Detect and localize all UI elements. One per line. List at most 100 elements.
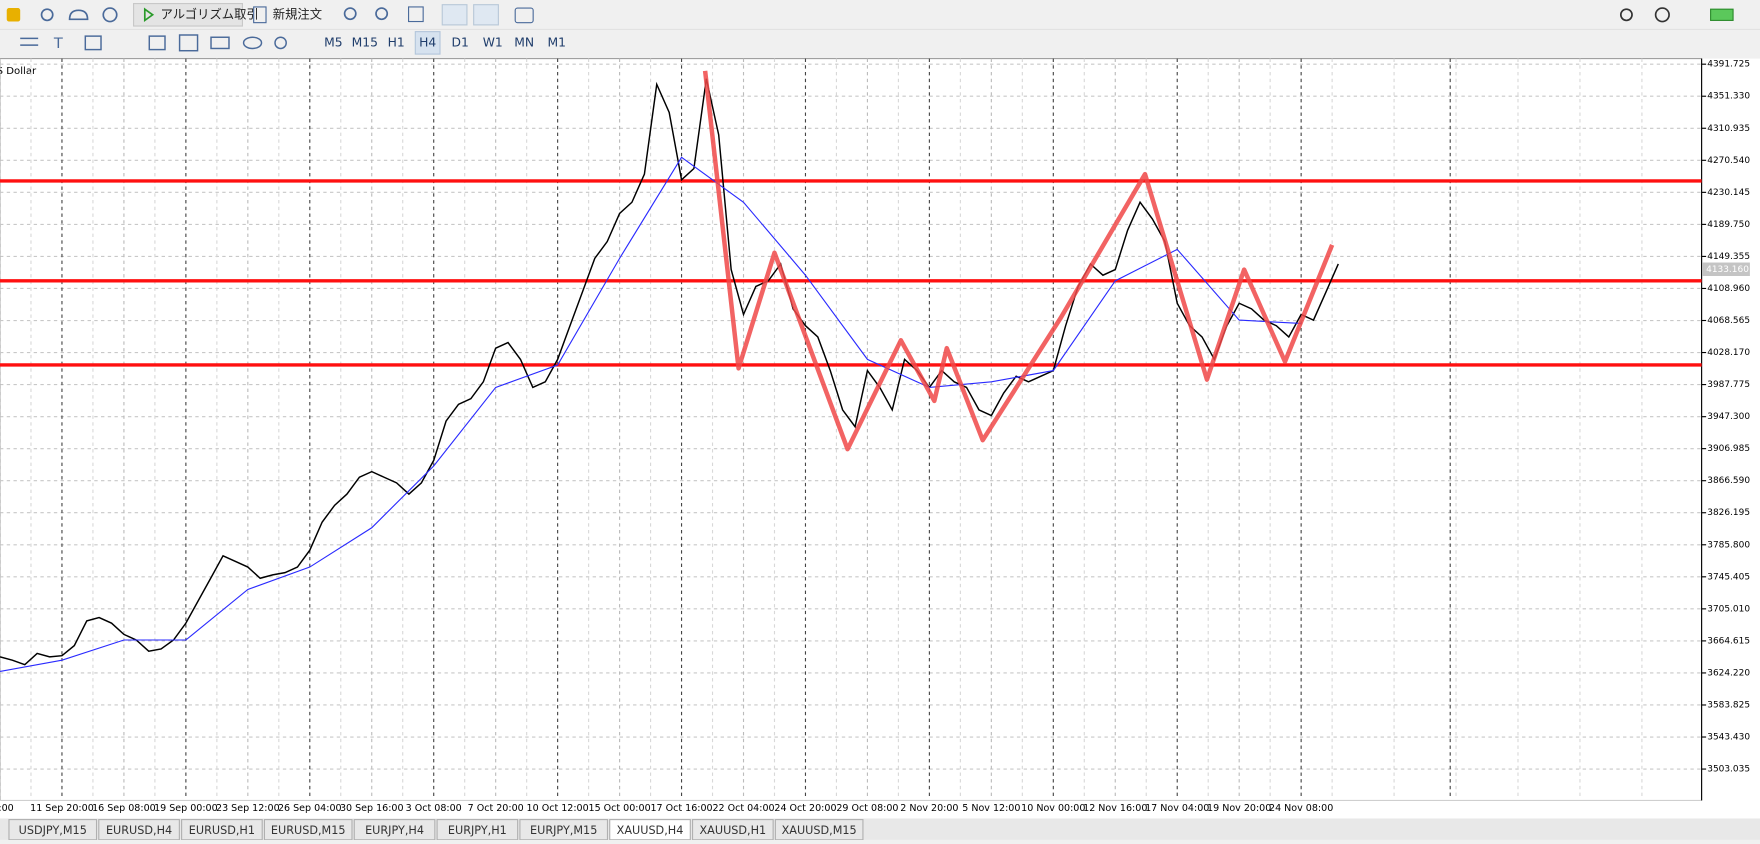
time-label: 22 Oct 04:00 xyxy=(712,803,774,814)
timeframe-button[interactable]: M15 xyxy=(352,35,378,49)
tab-label[interactable]: EURJPY,H4 xyxy=(365,824,424,837)
tab-label[interactable]: XAUUSD,H4 xyxy=(617,824,684,837)
time-label: 29 Oct 08:00 xyxy=(836,803,898,814)
time-axis xyxy=(0,800,1760,819)
time-label: 19 Nov 20:00 xyxy=(1207,803,1271,814)
tool-indicator[interactable] xyxy=(178,34,199,52)
connection-status xyxy=(1710,8,1734,21)
time-label: 10 Oct 12:00 xyxy=(527,803,589,814)
price-tick-label: 3583.825 xyxy=(1707,700,1750,710)
price-tick-label: 4270.540 xyxy=(1707,156,1750,166)
timeframe-button[interactable]: MN xyxy=(514,35,534,49)
time-label: 19 Sep 00:00 xyxy=(154,803,218,814)
price-tick-label: 4230.145 xyxy=(1707,188,1750,198)
tool-text[interactable]: T xyxy=(53,35,63,52)
price-tick-label: 3503.035 xyxy=(1707,765,1750,775)
time-label: 17 Nov 04:00 xyxy=(1145,803,1209,814)
price-tick-label: 4068.565 xyxy=(1707,316,1750,326)
tab-label[interactable]: USDJPY,M15 xyxy=(19,824,87,837)
cloud-icon[interactable] xyxy=(68,9,89,21)
time-label: 5 Nov 12:00 xyxy=(962,803,1020,814)
time-label: 12 Nov 16:00 xyxy=(1083,803,1147,814)
time-label: 10 Nov 00:00 xyxy=(1021,803,1085,814)
time-label: 17 Oct 16:00 xyxy=(650,803,712,814)
algo-trading-label: アルゴリズム取引 xyxy=(161,6,259,21)
time-label: 24 Oct 20:00 xyxy=(774,803,836,814)
tab-label[interactable]: XAUUSD,H1 xyxy=(700,824,767,837)
time-label: 26 Sep 04:00 xyxy=(278,803,342,814)
time-label: 7 Oct 20:00 xyxy=(468,803,524,814)
time-label: 3 Oct 08:00 xyxy=(406,803,462,814)
tab-label[interactable]: EURJPY,H1 xyxy=(448,824,507,837)
tool-channel[interactable] xyxy=(148,35,166,51)
tile-windows[interactable] xyxy=(408,6,424,23)
time-label: 15 Oct 00:00 xyxy=(589,803,651,814)
time-label: 04:00 xyxy=(0,803,14,814)
current-price-box xyxy=(1702,262,1750,277)
time-label: 23 Sep 12:00 xyxy=(216,803,280,814)
new-order-button[interactable]: 新規注文 xyxy=(273,6,322,21)
zoom-in[interactable] xyxy=(343,7,357,21)
zoom-out[interactable] xyxy=(375,7,389,21)
tab-label[interactable]: XAUUSD,M15 xyxy=(782,824,857,837)
price-tick-label: 4391.725 xyxy=(1707,60,1750,70)
price-tick-label: 4108.960 xyxy=(1707,284,1750,294)
price-tick-label: 3705.010 xyxy=(1707,604,1750,614)
time-label: 30 Sep 16:00 xyxy=(340,803,404,814)
time-label: 2 Nov 20:00 xyxy=(900,803,958,814)
timeframe-button[interactable]: H1 xyxy=(388,35,405,49)
signal-icon[interactable] xyxy=(40,8,54,22)
tab-label[interactable]: EURJPY,M15 xyxy=(530,824,597,837)
timeframe-button[interactable]: D1 xyxy=(452,35,469,49)
price-tick-label: 3826.195 xyxy=(1707,508,1750,518)
screenshot[interactable] xyxy=(514,7,534,24)
tool-shapes[interactable] xyxy=(242,36,263,50)
algo-trading-button[interactable] xyxy=(133,3,244,27)
price-tick-label: 4149.355 xyxy=(1707,252,1750,262)
time-label: 24 Nov 08:00 xyxy=(1269,803,1333,814)
price-tick-label: 4189.750 xyxy=(1707,220,1750,230)
price-tick-label: 3866.590 xyxy=(1707,476,1750,486)
price-axis xyxy=(1701,58,1760,801)
tab-label[interactable]: EURUSD,H1 xyxy=(189,824,255,837)
symbol-label: S Dollar xyxy=(0,66,37,77)
price-tick-label: 3947.300 xyxy=(1707,412,1750,422)
moving-average xyxy=(0,156,1302,672)
autoscroll[interactable] xyxy=(441,4,468,26)
zigzag xyxy=(702,70,1335,452)
timeframe-button[interactable]: W1 xyxy=(483,35,503,49)
timeframe-button[interactable]: M5 xyxy=(324,35,342,49)
tool-ok[interactable] xyxy=(210,36,230,50)
price-tick-label: 4028.170 xyxy=(1707,348,1750,358)
play-icon xyxy=(143,7,155,23)
chart-area xyxy=(0,58,1703,802)
price-tick-label: 3543.430 xyxy=(1707,733,1750,743)
price-tick-label: 4351.330 xyxy=(1707,92,1750,102)
price-tick-label: 3745.405 xyxy=(1707,572,1750,582)
search[interactable] xyxy=(1619,8,1633,22)
timeframe-button[interactable]: H4 xyxy=(419,35,436,49)
lock-icon[interactable] xyxy=(6,8,21,22)
tab-label[interactable]: EURUSD,H4 xyxy=(106,824,172,837)
current-price-label: 4133.160 xyxy=(1706,265,1749,275)
time-label: 11 Sep 20:00 xyxy=(30,803,94,814)
price-line xyxy=(0,78,1339,666)
price-tick-label: 3664.615 xyxy=(1707,636,1750,646)
new-order-icon xyxy=(253,6,267,24)
vps-icon[interactable] xyxy=(102,7,118,23)
price-tick-label: 3987.775 xyxy=(1707,380,1750,390)
account[interactable] xyxy=(1654,7,1670,23)
tool-more[interactable] xyxy=(274,36,287,50)
tool-rect[interactable] xyxy=(84,35,102,51)
chart-shift[interactable] xyxy=(473,4,499,26)
timeframe-selected xyxy=(414,31,441,55)
price-tick-label: 4310.935 xyxy=(1707,124,1750,134)
price-tick-label: 3906.985 xyxy=(1707,444,1750,454)
tab-label[interactable]: EURUSD,M15 xyxy=(271,824,346,837)
price-tick-label: 3624.220 xyxy=(1707,668,1750,678)
price-tick-label: 3785.800 xyxy=(1707,540,1750,550)
time-label: 16 Sep 08:00 xyxy=(92,803,156,814)
timeframe-button[interactable]: M1 xyxy=(547,35,565,49)
